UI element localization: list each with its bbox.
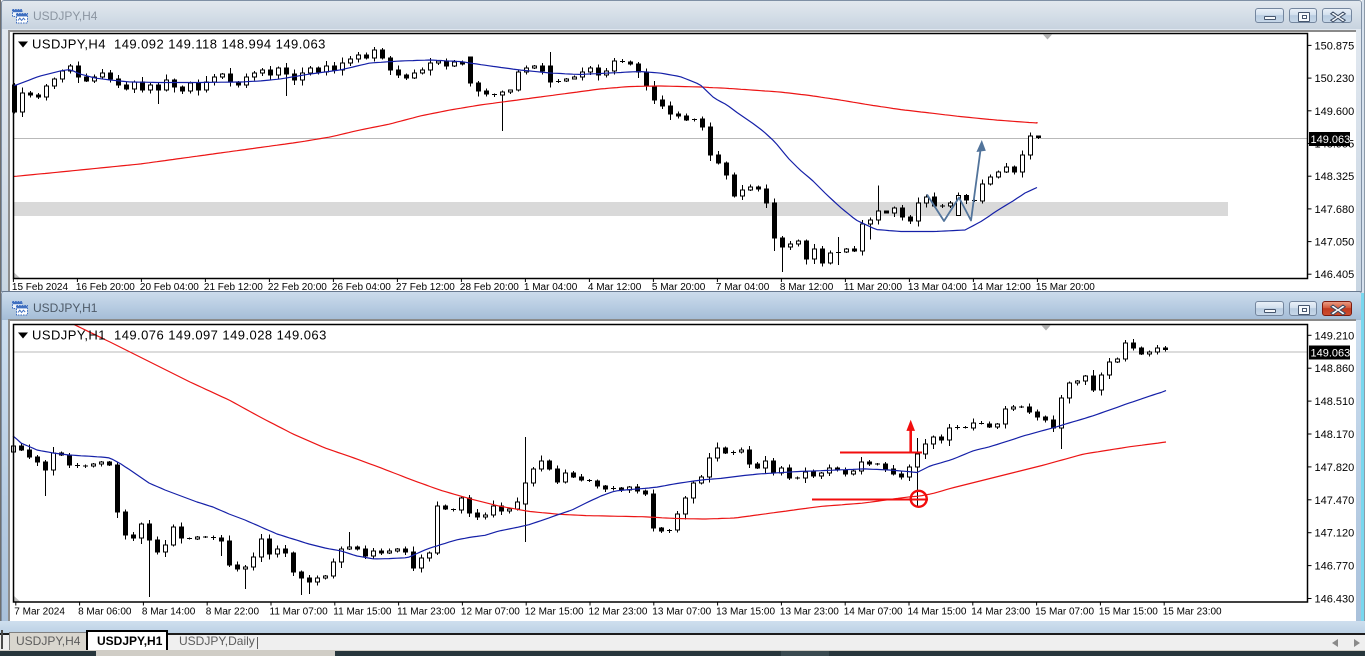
svg-text:148.325: 148.325 bbox=[1315, 171, 1355, 183]
svg-text:20 Feb 04:00: 20 Feb 04:00 bbox=[140, 282, 199, 293]
svg-text:27 Feb 12:00: 27 Feb 12:00 bbox=[396, 282, 455, 293]
svg-text:11 Mar 15:00: 11 Mar 15:00 bbox=[333, 607, 392, 618]
svg-text:149.210: 149.210 bbox=[1315, 330, 1355, 342]
svg-text:147.470: 147.470 bbox=[1315, 495, 1355, 507]
svg-text:4 Mar 12:00: 4 Mar 12:00 bbox=[588, 282, 642, 293]
svg-text:12 Mar 23:00: 12 Mar 23:00 bbox=[589, 607, 648, 618]
svg-text:15 Feb 2024: 15 Feb 2024 bbox=[12, 282, 69, 293]
svg-text:148.170: 148.170 bbox=[1315, 429, 1355, 441]
svg-text:5 Mar 20:00: 5 Mar 20:00 bbox=[652, 282, 706, 293]
svg-text:150.875: 150.875 bbox=[1315, 40, 1355, 52]
svg-text:148.510: 148.510 bbox=[1315, 396, 1355, 408]
svg-text:146.430: 146.430 bbox=[1315, 594, 1355, 606]
svg-text:1 Mar 04:00: 1 Mar 04:00 bbox=[524, 282, 578, 293]
svg-text:147.680: 147.680 bbox=[1315, 204, 1355, 216]
svg-text:26 Feb 04:00: 26 Feb 04:00 bbox=[332, 282, 391, 293]
svg-text:12 Mar 07:00: 12 Mar 07:00 bbox=[461, 607, 520, 618]
svg-text:USDJPY,H4 149.092 149.118 148: USDJPY,H4 149.092 149.118 148.994 149.06… bbox=[32, 37, 326, 52]
svg-text:28 Feb 20:00: 28 Feb 20:00 bbox=[460, 282, 519, 293]
svg-text:14 Mar 23:00: 14 Mar 23:00 bbox=[971, 607, 1030, 618]
svg-text:15 Mar 07:00: 15 Mar 07:00 bbox=[1035, 607, 1094, 618]
svg-text:14 Mar 07:00: 14 Mar 07:00 bbox=[844, 607, 903, 618]
svg-text:8 Mar 14:00: 8 Mar 14:00 bbox=[142, 607, 196, 618]
svg-text:146.405: 146.405 bbox=[1315, 269, 1355, 281]
svg-text:15 Mar 20:00: 15 Mar 20:00 bbox=[1036, 282, 1095, 293]
svg-text:149.063: 149.063 bbox=[1311, 134, 1351, 146]
svg-text:12 Mar 15:00: 12 Mar 15:00 bbox=[525, 607, 584, 618]
svg-text:13 Mar 23:00: 13 Mar 23:00 bbox=[780, 607, 839, 618]
svg-text:11 Mar 23:00: 11 Mar 23:00 bbox=[397, 607, 456, 618]
svg-text:150.230: 150.230 bbox=[1315, 73, 1355, 85]
svg-text:147.820: 147.820 bbox=[1315, 462, 1355, 474]
svg-text:14 Mar 15:00: 14 Mar 15:00 bbox=[908, 607, 967, 618]
svg-text:11 Mar 07:00: 11 Mar 07:00 bbox=[270, 607, 329, 618]
svg-text:13 Mar 07:00: 13 Mar 07:00 bbox=[652, 607, 711, 618]
svg-text:8 Mar 06:00: 8 Mar 06:00 bbox=[78, 607, 132, 618]
svg-text:USDJPY,H1 149.076 149.097 149: USDJPY,H1 149.076 149.097 149.028 149.06… bbox=[32, 328, 327, 343]
svg-text:16 Feb 20:00: 16 Feb 20:00 bbox=[76, 282, 135, 293]
svg-text:149.600: 149.600 bbox=[1315, 106, 1355, 118]
svg-text:8 Mar 12:00: 8 Mar 12:00 bbox=[780, 282, 834, 293]
svg-text:21 Feb 12:00: 21 Feb 12:00 bbox=[204, 282, 263, 293]
svg-text:147.120: 147.120 bbox=[1315, 528, 1355, 540]
svg-text:147.050: 147.050 bbox=[1315, 237, 1355, 249]
svg-text:7 Mar 04:00: 7 Mar 04:00 bbox=[716, 282, 770, 293]
svg-text:22 Feb 20:00: 22 Feb 20:00 bbox=[268, 282, 327, 293]
svg-text:148.860: 148.860 bbox=[1315, 363, 1355, 375]
svg-text:13 Mar 15:00: 13 Mar 15:00 bbox=[716, 607, 775, 618]
svg-text:14 Mar 12:00: 14 Mar 12:00 bbox=[972, 282, 1031, 293]
svg-text:8 Mar 22:00: 8 Mar 22:00 bbox=[206, 607, 260, 618]
svg-text:15 Mar 15:00: 15 Mar 15:00 bbox=[1099, 607, 1158, 618]
svg-text:149.063: 149.063 bbox=[1311, 348, 1351, 360]
svg-text:13 Mar 04:00: 13 Mar 04:00 bbox=[908, 282, 967, 293]
svg-text:146.770: 146.770 bbox=[1315, 561, 1355, 573]
svg-text:15 Mar 23:00: 15 Mar 23:00 bbox=[1163, 607, 1222, 618]
svg-text:11 Mar 20:00: 11 Mar 20:00 bbox=[844, 282, 903, 293]
svg-text:7 Mar 2024: 7 Mar 2024 bbox=[14, 607, 65, 618]
